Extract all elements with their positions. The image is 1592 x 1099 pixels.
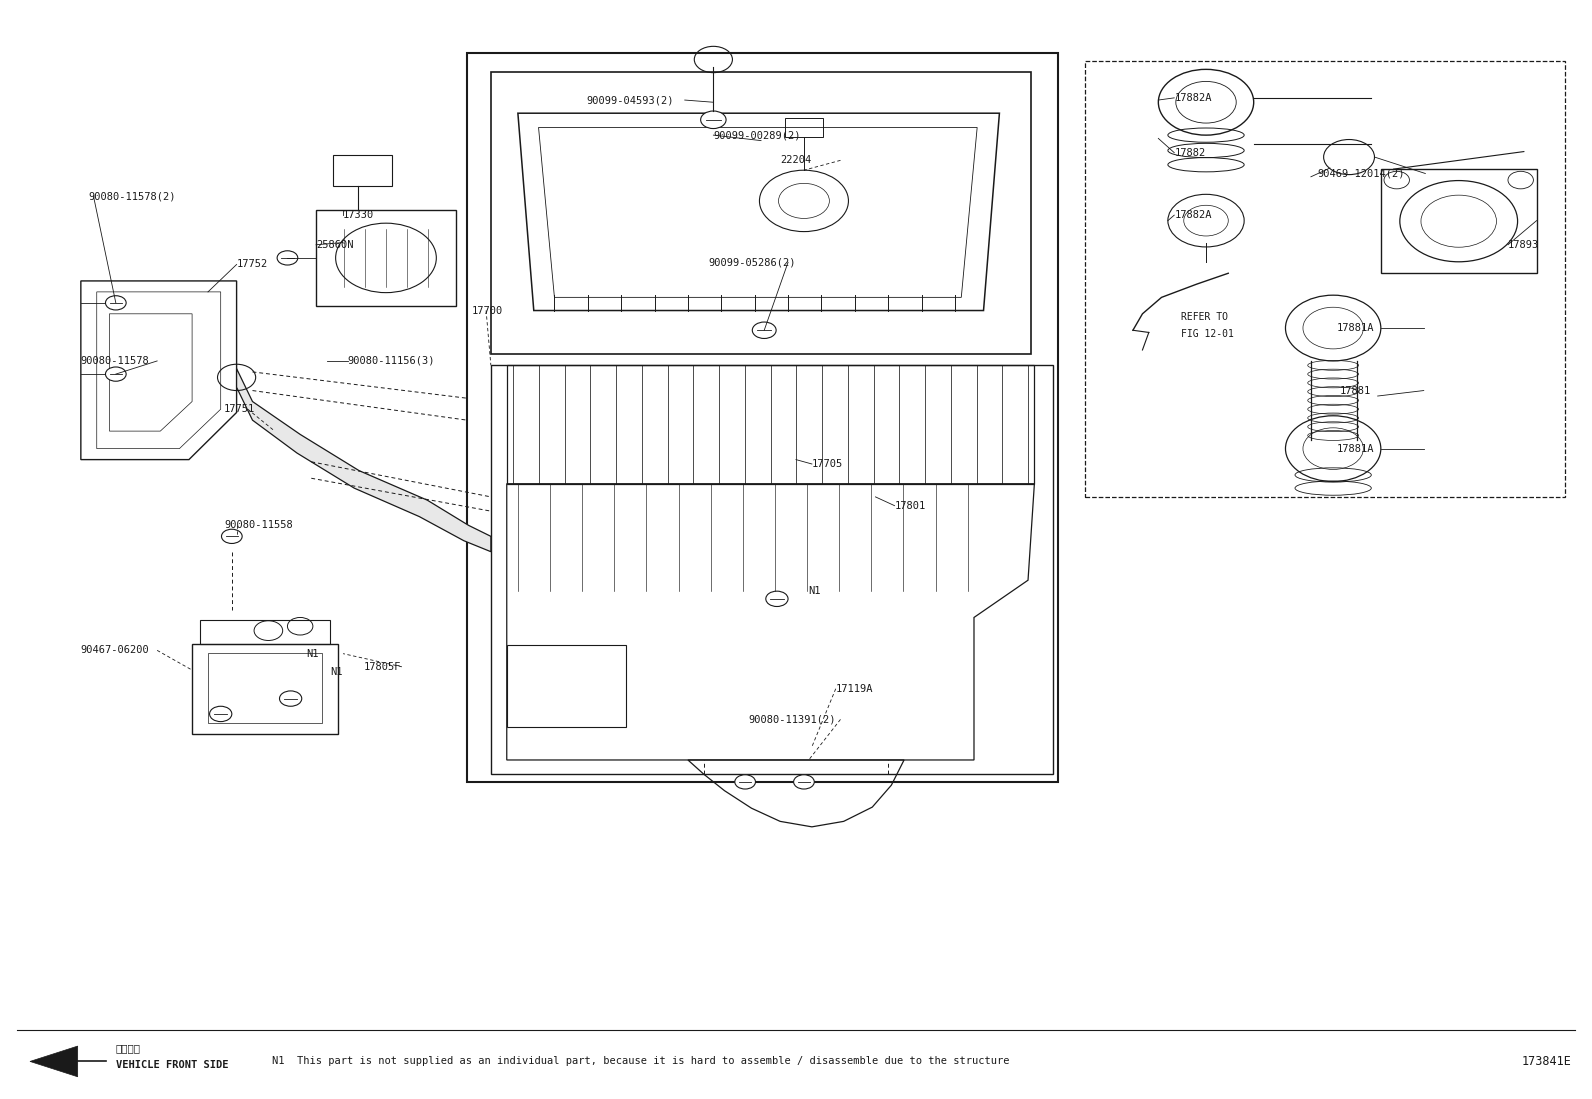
Bar <box>201 620 331 644</box>
Text: 25860N: 25860N <box>317 240 353 249</box>
Text: 17881A: 17881A <box>1336 323 1374 333</box>
Text: 22204: 22204 <box>780 155 812 165</box>
Text: 17882A: 17882A <box>1175 210 1212 220</box>
Circle shape <box>753 322 777 338</box>
Bar <box>490 71 1032 354</box>
Circle shape <box>105 367 126 381</box>
Text: 17752: 17752 <box>237 259 267 269</box>
Text: 17882: 17882 <box>1175 147 1205 157</box>
Text: 90467-06200: 90467-06200 <box>81 645 150 655</box>
Text: FIG 12-01: FIG 12-01 <box>1181 329 1234 338</box>
Text: 90080-11156(3): 90080-11156(3) <box>347 356 435 366</box>
Text: 17700: 17700 <box>471 306 503 315</box>
Text: 90080-11578: 90080-11578 <box>81 356 150 366</box>
Circle shape <box>210 707 232 722</box>
Bar <box>785 118 823 137</box>
Text: 車両前方: 車両前方 <box>116 1043 140 1053</box>
Circle shape <box>766 591 788 607</box>
Text: 90099-05286(2): 90099-05286(2) <box>708 257 796 267</box>
Text: 173841E: 173841E <box>1522 1055 1571 1068</box>
Text: 17881A: 17881A <box>1336 444 1374 454</box>
Text: REFER TO: REFER TO <box>1181 312 1227 322</box>
Bar <box>506 365 1035 484</box>
Text: N1  This part is not supplied as an individual part, because it is hard to assem: N1 This part is not supplied as an indiv… <box>272 1056 1009 1066</box>
Circle shape <box>221 530 242 544</box>
Text: 17801: 17801 <box>895 501 927 511</box>
Text: 90469-12014(2): 90469-12014(2) <box>1317 168 1404 178</box>
Bar <box>317 210 455 307</box>
Text: 17882A: 17882A <box>1175 92 1212 103</box>
Text: 90099-04593(2): 90099-04593(2) <box>586 95 673 106</box>
Bar <box>466 53 1059 781</box>
Text: 17893: 17893 <box>1508 240 1539 249</box>
Bar <box>1086 60 1565 497</box>
Circle shape <box>277 251 298 265</box>
Polygon shape <box>30 1046 78 1077</box>
Text: 17751: 17751 <box>224 404 255 414</box>
Text: 90080-11558: 90080-11558 <box>224 521 293 531</box>
Text: N1: N1 <box>809 586 821 596</box>
Bar <box>1380 169 1536 274</box>
Text: 17881: 17881 <box>1339 386 1371 396</box>
Polygon shape <box>110 314 193 431</box>
Text: N1: N1 <box>307 648 318 658</box>
Circle shape <box>105 296 126 310</box>
Circle shape <box>700 111 726 129</box>
Bar <box>193 644 339 734</box>
Text: 17119A: 17119A <box>836 684 874 693</box>
Text: 17805F: 17805F <box>363 662 401 671</box>
Text: 90099-00289(2): 90099-00289(2) <box>713 130 801 141</box>
Text: 17330: 17330 <box>342 210 374 220</box>
Circle shape <box>280 691 302 707</box>
Bar <box>209 653 323 723</box>
Text: 90080-11578(2): 90080-11578(2) <box>89 191 177 201</box>
Text: 90080-11391(2): 90080-11391(2) <box>748 714 836 724</box>
Bar <box>506 645 626 728</box>
Text: N1: N1 <box>331 667 342 677</box>
Bar <box>333 155 392 186</box>
Polygon shape <box>237 368 490 552</box>
Text: 17705: 17705 <box>812 459 844 469</box>
Circle shape <box>794 775 814 789</box>
Text: VEHICLE FRONT SIDE: VEHICLE FRONT SIDE <box>116 1059 228 1069</box>
Circle shape <box>736 775 756 789</box>
